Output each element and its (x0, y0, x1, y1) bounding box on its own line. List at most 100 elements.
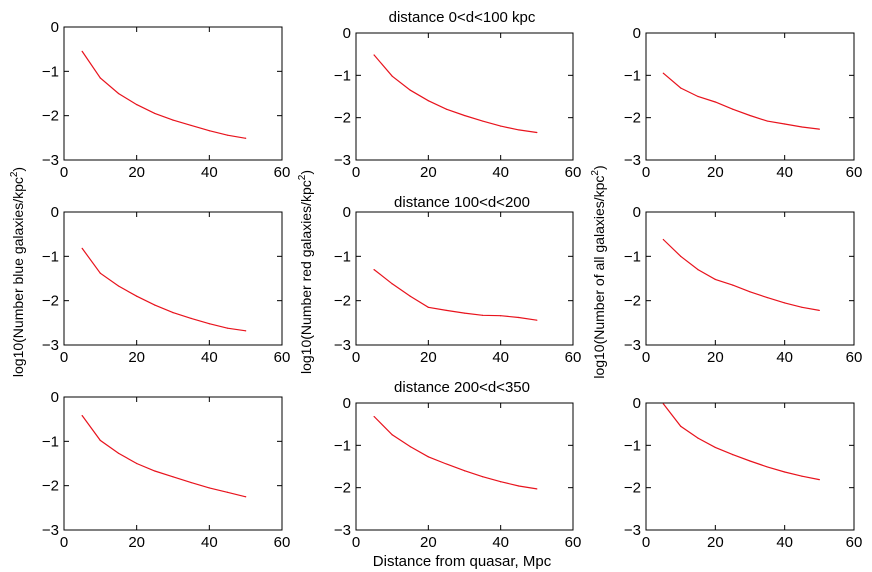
y-tick-label: −3 (42, 152, 59, 169)
data-point (445, 309, 448, 312)
data-point (536, 488, 538, 490)
axes-box (645, 211, 855, 346)
data-point (373, 269, 375, 271)
data-point (373, 415, 375, 418)
data-point (500, 481, 502, 483)
data-point (697, 95, 699, 98)
data-point (81, 247, 83, 249)
data-point (766, 120, 768, 122)
y-tick-label: −1 (42, 248, 59, 265)
y-tick-label: −2 (42, 478, 59, 495)
y-tick-label: 0 (343, 204, 351, 221)
data-point (172, 476, 174, 478)
x-tick-label: 0 (60, 534, 68, 551)
y-tick-label: −3 (42, 522, 59, 539)
y-tick-label: −3 (334, 337, 351, 354)
x-tick-label: 0 (642, 349, 650, 366)
data-point (481, 120, 484, 122)
series-line (662, 72, 820, 130)
data-point (801, 306, 803, 308)
data-point (391, 283, 393, 285)
data-point (208, 487, 210, 489)
data-point (245, 137, 247, 139)
series-line (81, 51, 246, 139)
data-point (697, 437, 699, 439)
data-point (680, 425, 682, 427)
data-point (463, 312, 466, 314)
data-point (662, 72, 664, 74)
y-tick-label: 0 (633, 204, 641, 221)
data-point (481, 314, 484, 316)
series-line (662, 403, 820, 481)
x-tick-label: 20 (707, 164, 724, 181)
x-tick-label: 0 (352, 349, 360, 366)
x-tick-label: 0 (352, 164, 360, 181)
data-point (226, 327, 229, 329)
y-tick-label: −1 (624, 67, 641, 84)
data-point (391, 75, 393, 77)
data-point (766, 466, 768, 468)
axes-box (355, 32, 574, 161)
x-tick-label: 60 (565, 534, 582, 551)
data-point (409, 446, 411, 448)
data-point (373, 54, 375, 56)
y-tick-label: 0 (51, 389, 59, 406)
y-tick-label: −2 (624, 480, 641, 497)
data-point (208, 130, 210, 132)
data-point (784, 471, 786, 473)
x-tick-label: 60 (274, 349, 291, 366)
ylabel-all-text: log10(Number of all galaxies/kpc (591, 176, 607, 379)
axes-box (63, 396, 283, 531)
data-point (518, 316, 520, 319)
data-point (427, 456, 429, 458)
ylabel-blue-sup: 2 (9, 171, 20, 177)
y-tick-label: −3 (624, 522, 641, 539)
axes-box (355, 211, 574, 346)
data-point (99, 77, 101, 79)
data-point (172, 119, 174, 121)
x-tick-label: 40 (776, 349, 793, 366)
y-tick-label: 0 (343, 25, 351, 42)
data-point (714, 278, 716, 280)
x-tick-label: 20 (707, 534, 724, 551)
data-point (427, 306, 429, 308)
x-tick-label: 0 (352, 534, 360, 551)
data-point (536, 131, 538, 134)
ylabel-all-tail: ) (591, 165, 607, 170)
series-line (81, 248, 246, 332)
data-point (99, 272, 101, 274)
ylabel-all-sup: 2 (590, 170, 601, 176)
axes-box (63, 211, 283, 346)
series-line (662, 239, 820, 311)
data-point (445, 108, 448, 110)
data-point (749, 460, 751, 462)
ylabel-red-text: log10(Number red galaxies/kpc (298, 180, 314, 374)
y-tick-label: −3 (624, 337, 641, 354)
axes-box (645, 32, 855, 161)
x-tick-label: 20 (420, 349, 437, 366)
ylabel-red: log10(Number red galaxies/kpc2) (297, 170, 314, 374)
data-point (680, 87, 682, 89)
y-tick-label: −1 (334, 248, 351, 265)
x-tick-label: 40 (492, 349, 509, 366)
data-point (117, 92, 120, 95)
data-point (500, 125, 502, 127)
y-tick-label: −2 (334, 480, 351, 497)
panel-all-d0-100: 0 20 40 60 0 −1 −2 −3 (624, 25, 862, 181)
x-tick-label: 20 (128, 534, 145, 551)
row-title-2: distance 100<d<200 (394, 194, 530, 211)
x-tick-label: 20 (420, 534, 437, 551)
data-point (481, 476, 484, 478)
axes-box (355, 402, 574, 531)
data-point (714, 446, 716, 449)
x-tick-label: 60 (565, 164, 582, 181)
x-tick-label: 0 (642, 534, 650, 551)
data-point (136, 295, 138, 297)
panel-red-d100-200: 0 20 40 60 0 −1 −2 −3 (334, 204, 581, 366)
data-point (518, 129, 520, 131)
x-tick-label: 60 (274, 534, 291, 551)
data-point (81, 415, 83, 417)
x-tick-label: 20 (707, 349, 724, 366)
x-tick-label: 60 (565, 349, 582, 366)
data-point (136, 462, 138, 465)
